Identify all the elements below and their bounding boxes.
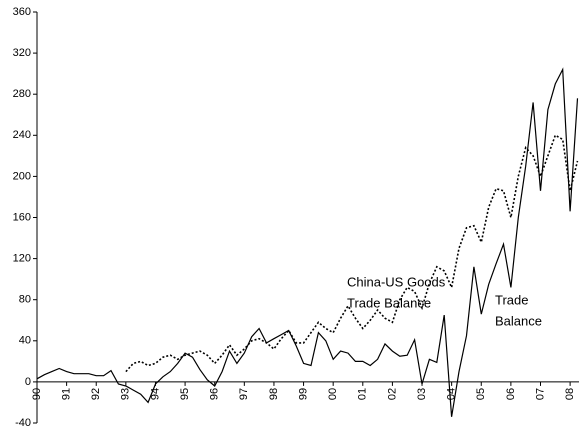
x-tick-label: 91 — [61, 388, 73, 400]
y-tick-label: 80 — [19, 294, 31, 306]
x-tick-label: 93 — [120, 388, 132, 400]
y-tick-label: 160 — [13, 211, 31, 223]
y-tick-label: 40 — [19, 335, 31, 347]
y-tick-label: 0 — [25, 376, 31, 388]
y-tick-label: 240 — [13, 129, 31, 141]
x-tick-label: 05 — [475, 388, 487, 400]
x-tick-label: 90 — [31, 388, 43, 400]
y-tick-label: -40 — [15, 417, 31, 429]
series-line — [125, 134, 579, 373]
annotation: Trade — [495, 292, 528, 307]
annotation: China-US Goods — [347, 274, 446, 289]
x-tick-label: 96 — [209, 388, 221, 400]
x-tick-label: 01 — [357, 388, 369, 400]
annotation: Trade Balance — [347, 295, 431, 310]
x-tick-label: 08 — [564, 388, 576, 400]
y-tick-label: 360 — [13, 6, 31, 18]
x-tick-label: 99 — [297, 388, 309, 400]
x-tick-label: 02 — [386, 388, 398, 400]
y-tick-label: 320 — [13, 47, 31, 59]
annotation: Balance — [495, 313, 542, 328]
y-tick-label: 120 — [13, 253, 31, 265]
x-tick-label: 07 — [534, 388, 546, 400]
x-tick-label: 97 — [238, 388, 250, 400]
y-tick-label: 280 — [13, 88, 31, 100]
y-tick-label: 200 — [13, 170, 31, 182]
x-tick-label: 06 — [505, 388, 517, 400]
x-tick-label: 03 — [416, 388, 428, 400]
series-line — [36, 67, 579, 417]
x-tick-label: 95 — [179, 388, 191, 400]
x-tick-label: 00 — [327, 388, 339, 400]
x-tick-label: 92 — [90, 388, 102, 400]
x-tick-label: 98 — [268, 388, 280, 400]
